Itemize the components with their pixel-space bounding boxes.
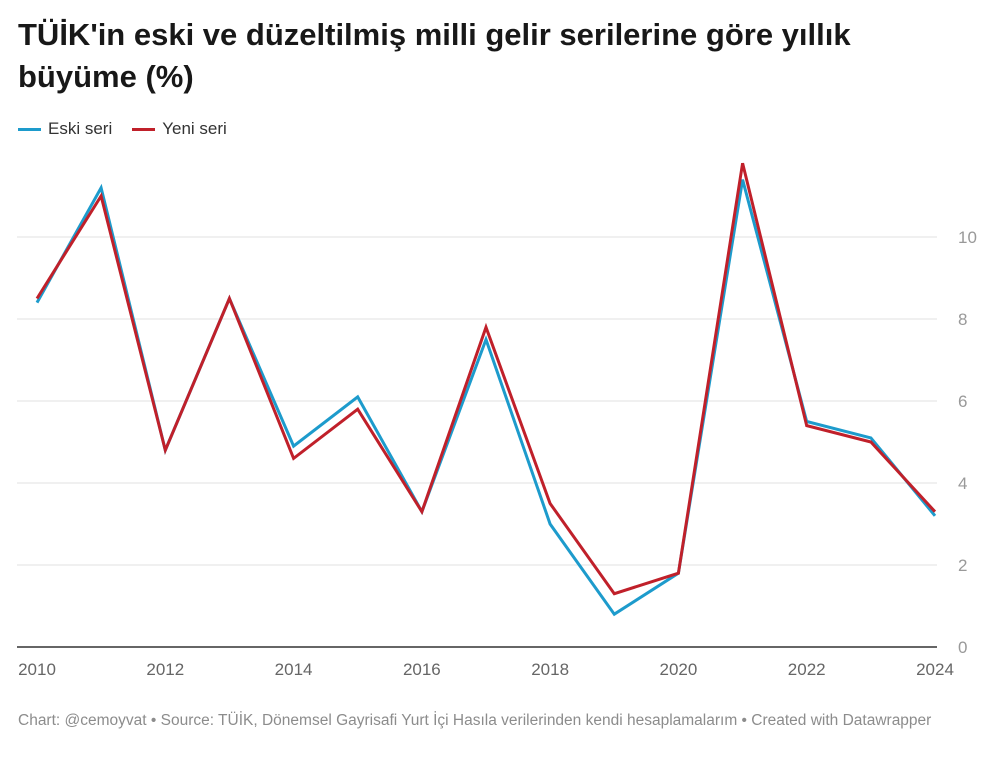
x-tick-label-2020: 2020	[660, 660, 698, 679]
y-tick-label-8: 8	[958, 310, 967, 329]
legend-swatch-eski	[18, 127, 41, 131]
line-chart: 0 2 4 6 8 10 2010 2012 2014 2016 2018 2020 2022 2024	[17, 162, 977, 679]
y-tick-label-2: 2	[958, 556, 967, 575]
chart-footer: Chart: @cemoyvat • Source: TÜİK, Dönemse…	[18, 712, 932, 729]
x-tick-label-2022: 2022	[788, 660, 826, 679]
legend-swatch-yeni	[132, 127, 156, 131]
series-line-yeni	[35, 162, 937, 596]
y-tick-label-10: 10	[958, 228, 977, 247]
legend: Eski seri Yeni seri	[18, 119, 227, 139]
legend-item-yeni: Yeni seri	[132, 119, 227, 139]
legend-label-eski: Eski seri	[48, 119, 113, 138]
chart-title: TÜİK'in eski ve düzeltilmiş milli gelir …	[18, 17, 851, 94]
y-tick-label-4: 4	[958, 474, 967, 493]
y-tick-label-0: 0	[958, 638, 967, 657]
x-tick-label-2012: 2012	[146, 660, 184, 679]
x-tick-label-2010: 2010	[18, 660, 56, 679]
legend-label-yeni: Yeni seri	[162, 119, 227, 138]
y-tick-label-6: 6	[958, 392, 967, 411]
x-tick-label-2018: 2018	[531, 660, 569, 679]
x-tick-label-2024: 2024	[916, 660, 954, 679]
x-tick-label-2016: 2016	[403, 660, 441, 679]
legend-item-eski: Eski seri	[18, 119, 112, 139]
x-tick-label-2014: 2014	[275, 660, 313, 679]
